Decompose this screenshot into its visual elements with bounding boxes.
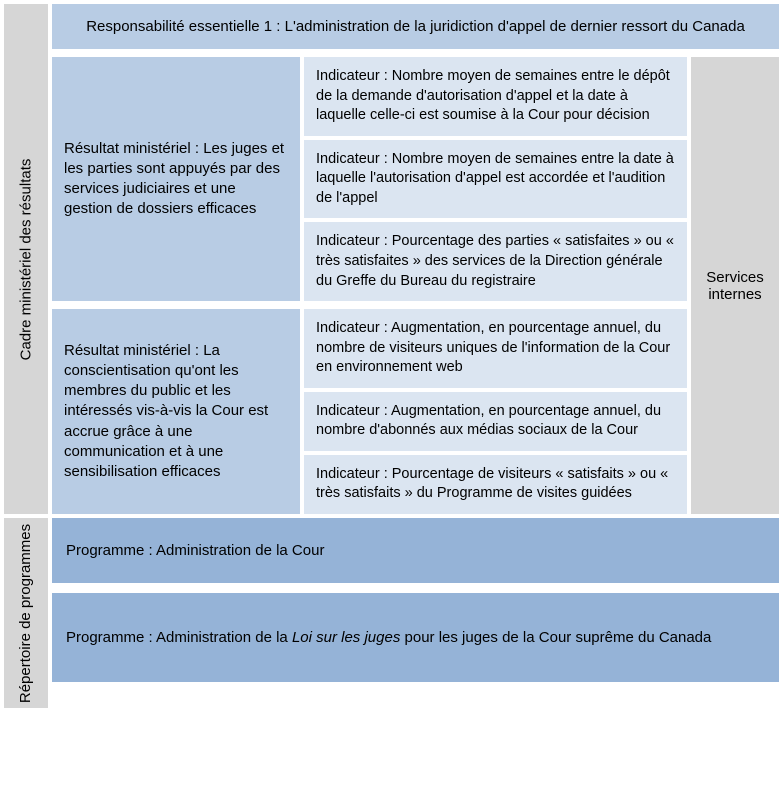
program-2-suffix: pour les juges de la Cour suprême du Can… bbox=[400, 629, 711, 646]
result-block-1: Résultat ministériel : Les juges et les … bbox=[52, 57, 687, 301]
core-responsibility-title: Responsabilité essentielle 1 : L'adminis… bbox=[86, 18, 745, 35]
result-label-1: Résultat ministériel : Les juges et les … bbox=[52, 57, 300, 301]
sidebar-programs-text: Répertoire de programmes bbox=[18, 523, 35, 702]
internal-services-box: Services internes bbox=[691, 57, 779, 514]
core-responsibility-header: Responsabilité essentielle 1 : L'adminis… bbox=[52, 4, 779, 49]
program-1-text: Administration de la Cour bbox=[156, 542, 324, 559]
indicator-stack-1: Indicateur : Nombre moyen de semaines en… bbox=[304, 57, 687, 301]
indicator-1-1: Indicateur : Nombre moyen de semaines en… bbox=[304, 57, 687, 136]
indicator-2-2: Indicateur : Augmentation, en pourcentag… bbox=[304, 392, 687, 451]
sidebar-results-text: Cadre ministériel des résultats bbox=[18, 158, 35, 360]
top-row: Cadre ministériel des résultats Responsa… bbox=[4, 4, 779, 514]
program-box-2: Programme : Administration de la Loi sur… bbox=[52, 593, 779, 682]
results-and-services-row: Résultat ministériel : Les juges et les … bbox=[52, 57, 779, 514]
bottom-row: Répertoire de programmes Programme : Adm… bbox=[4, 518, 779, 708]
result-2-text: Résultat ministériel : La conscientisati… bbox=[64, 341, 288, 483]
indicator-2-3: Indicateur : Pourcentage de visiteurs « … bbox=[304, 455, 687, 514]
program-2-prefix: Programme : Administration de la bbox=[66, 629, 292, 646]
result-1-text: Résultat ministériel : Les juges et les … bbox=[64, 139, 288, 220]
program-box-1: Programme : Administration de la Cour bbox=[52, 518, 779, 583]
indicator-2-1: Indicateur : Augmentation, en pourcentag… bbox=[304, 309, 687, 388]
result-label-2: Résultat ministériel : La conscientisati… bbox=[52, 309, 300, 514]
program-2-italic: Loi sur les juges bbox=[292, 629, 400, 646]
results-framework-diagram: Cadre ministériel des résultats Responsa… bbox=[4, 4, 779, 708]
sidebar-programs-label: Répertoire de programmes bbox=[4, 518, 48, 708]
results-column: Résultat ministériel : Les juges et les … bbox=[52, 57, 687, 514]
indicator-stack-2: Indicateur : Augmentation, en pourcentag… bbox=[304, 309, 687, 514]
result-block-2: Résultat ministériel : La conscientisati… bbox=[52, 309, 687, 514]
indicator-1-3: Indicateur : Pourcentage des parties « s… bbox=[304, 222, 687, 301]
top-content: Responsabilité essentielle 1 : L'adminis… bbox=[52, 4, 779, 514]
sidebar-results-label: Cadre ministériel des résultats bbox=[4, 4, 48, 514]
program-inventory: Programme : Administration de la Cour Pr… bbox=[52, 518, 779, 708]
internal-services-text: Services internes bbox=[691, 269, 779, 303]
indicator-1-2: Indicateur : Nombre moyen de semaines en… bbox=[304, 140, 687, 219]
program-1-prefix: Programme : bbox=[66, 542, 156, 559]
